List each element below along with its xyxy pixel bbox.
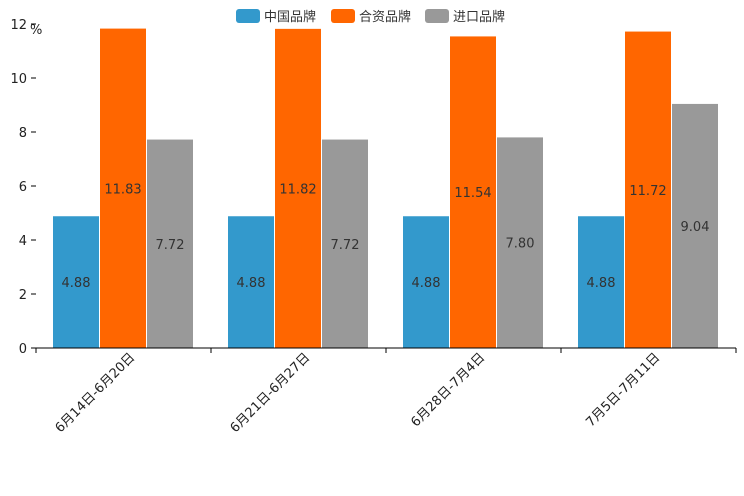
bar-0-2 (147, 139, 193, 348)
x-axis: 6月14日-6月20日 6月21日-6月27日 6月28日-7月4日 7月5日-7月1… (35, 347, 737, 436)
bar-1-2 (322, 139, 368, 348)
legend-swatch-1 (331, 9, 355, 23)
bar-1-1 (275, 28, 321, 349)
bar-value-label-0-0: 4.88 (62, 276, 91, 291)
legend-swatch-2 (425, 9, 449, 23)
bar-3-0 (578, 216, 624, 348)
y-axis: 0 2 4 6 8 10 12 (10, 18, 36, 357)
bar-2-1 (450, 36, 496, 349)
bar-value-label-1-2: 7.72 (331, 238, 360, 253)
bar-0-1 (100, 28, 146, 349)
bar-3-1 (625, 31, 671, 349)
bar-0-0 (53, 216, 99, 348)
x-tick-label: 6月21日-6月27日 (228, 350, 314, 436)
legend-swatch-0 (236, 9, 260, 23)
y-tick-label: 12 (10, 18, 27, 33)
legend-label-0: 中国品牌 (264, 9, 316, 25)
bar-value-label-3-1: 11.72 (629, 184, 666, 199)
x-tick-label: 7月5日-7月11日 (583, 350, 663, 430)
legend-label-1: 合资品牌 (359, 9, 411, 25)
bar-2-2 (497, 137, 543, 348)
y-tick-label: 4 (19, 234, 27, 249)
y-tick-label: 8 (19, 126, 27, 141)
bar-value-label-3-0: 4.88 (587, 276, 616, 291)
x-tick-label: 6月28日-7月4日 (408, 350, 488, 430)
bar-value-label-3-2: 9.04 (681, 220, 710, 235)
y-tick-label: 2 (19, 288, 27, 303)
bar-value-label-2-2: 7.80 (506, 237, 535, 252)
y-tick-label: 10 (10, 72, 27, 87)
bar-2-0 (403, 216, 449, 348)
bar-value-label-1-1: 11.82 (279, 182, 316, 197)
y-tick-label: 0 (19, 342, 27, 357)
bar-value-label-1-0: 4.88 (237, 276, 266, 291)
y-tick-label: 6 (19, 180, 27, 195)
bar-value-label-0-2: 7.72 (156, 238, 185, 253)
bars: 4.88 11.83 7.72 4.88 11.82 7.72 4.88 11.54 7.80 4… (53, 28, 718, 349)
bar-value-label-0-1: 11.83 (104, 182, 141, 197)
x-tick-label: 6月14日-6月20日 (53, 350, 139, 436)
bar-1-0 (228, 216, 274, 348)
bar-3-2 (672, 103, 718, 348)
y-axis-unit-label: % (30, 23, 42, 38)
bar-value-label-2-0: 4.88 (412, 276, 441, 291)
legend: 中国品牌 合资品牌 进口品牌 (236, 9, 505, 25)
legend-label-2: 进口品牌 (453, 9, 505, 25)
bar-value-label-2-1: 11.54 (454, 186, 491, 201)
